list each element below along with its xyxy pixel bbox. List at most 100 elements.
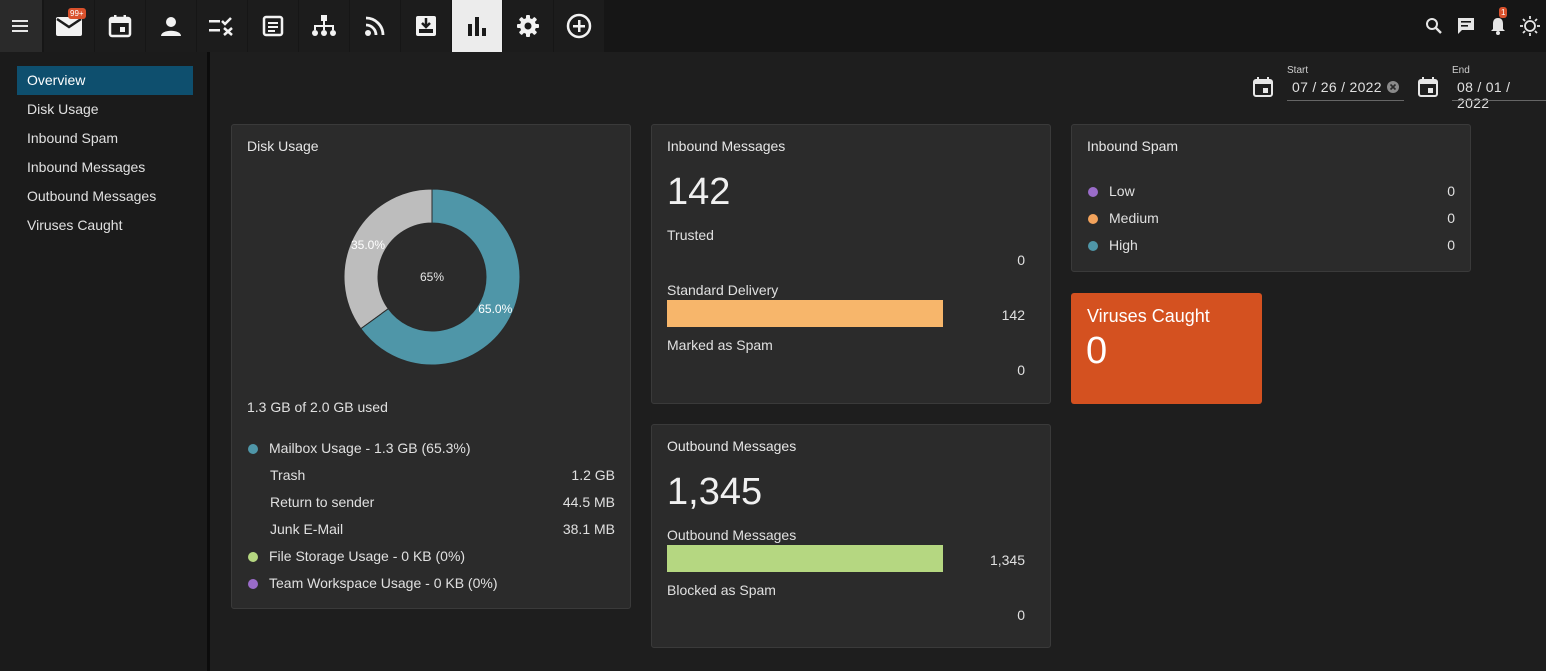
folder-trash-name: Trash: [270, 467, 306, 483]
file-storage-usage-label: File Storage Usage - 0 KB (0%): [269, 548, 466, 564]
add-app-button[interactable]: [554, 0, 604, 52]
menu-button[interactable]: [0, 0, 42, 52]
top-app-bar: 99+: [0, 0, 1546, 52]
add-circle-icon: [566, 13, 592, 39]
spam-low-dot: [1088, 187, 1098, 197]
sidebar-item-inbound-spam[interactable]: Inbound Spam: [27, 130, 119, 146]
blocked-spam-label: Blocked as Spam: [667, 582, 776, 598]
search-icon: [1426, 18, 1442, 34]
mailbox-usage-label: Mailbox Usage - 1.3 GB (65.3%): [269, 440, 471, 456]
task-checklist-icon: [209, 17, 233, 36]
sidebar-item-disk-usage[interactable]: Disk Usage: [27, 101, 99, 117]
reports-app-button[interactable]: [452, 0, 502, 52]
outbound-total: 1,345: [667, 471, 763, 513]
clear-date-icon[interactable]: [1387, 81, 1399, 93]
donut-center-label: 65%: [420, 270, 444, 284]
outbound-messages-value: 1,345: [989, 552, 1025, 568]
rss-app-button[interactable]: [350, 0, 400, 52]
sitemap-icon: [312, 15, 336, 36]
donut-slice-used: [360, 188, 521, 366]
archive-app-button[interactable]: [401, 0, 451, 52]
chat-button[interactable]: [1450, 0, 1482, 52]
gear-icon: [517, 15, 539, 37]
standard-delivery-label: Standard Delivery: [667, 282, 779, 298]
spam-high-dot: [1088, 241, 1098, 251]
team-workspace-legend-dot: [248, 579, 258, 589]
folder-trash-size: 1.2 GB: [571, 467, 615, 483]
trusted-label: Trusted: [667, 227, 714, 243]
spam-low-label: Low: [1109, 183, 1135, 199]
viruses-caught-card[interactable]: Viruses Caught 0: [1071, 293, 1262, 404]
calendar-icon: [108, 15, 132, 38]
calendar-app-button[interactable]: [95, 0, 145, 52]
viruses-caught-title: Viruses Caught: [1087, 306, 1210, 326]
chat-icon: [1458, 18, 1474, 34]
card-title: Inbound Messages: [667, 138, 786, 154]
disk-usage-card: Disk Usage 65.0% 35.0% 65% 1.3 GB of 2.0…: [231, 124, 631, 609]
end-date-input[interactable]: 08 / 01 / 2022: [1457, 79, 1511, 111]
sidebar-item-viruses-caught[interactable]: Viruses Caught: [27, 217, 123, 233]
card-title: Inbound Spam: [1087, 138, 1179, 154]
person-icon: [161, 17, 181, 36]
bell-icon: [1491, 18, 1505, 35]
outbound-messages-bar: [667, 545, 943, 572]
standard-delivery-value: 142: [1001, 307, 1025, 323]
card-title: Disk Usage: [247, 138, 319, 154]
app-switcher: 99+: [44, 0, 605, 52]
end-date-picker: End 08 / 01 / 2022: [1417, 60, 1546, 111]
spam-medium-dot: [1088, 214, 1098, 224]
inbound-spam-card: Inbound Spam Low 0 Medium 0 High 0: [1071, 124, 1471, 272]
standard-delivery-bar: [667, 300, 943, 327]
notes-app-button[interactable]: [248, 0, 298, 52]
mailbox-legend-dot: [248, 444, 258, 454]
bar-chart-icon: [468, 17, 486, 36]
outbound-messages-label: Outbound Messages: [667, 527, 797, 543]
org-chart-app-button[interactable]: [299, 0, 349, 52]
marked-spam-label: Marked as Spam: [667, 337, 773, 353]
contacts-app-button[interactable]: [146, 0, 196, 52]
tasks-app-button[interactable]: [197, 0, 247, 52]
marked-spam-value: 0: [1017, 362, 1025, 378]
search-button[interactable]: [1418, 0, 1450, 52]
folder-return-size: 44.5 MB: [562, 494, 615, 510]
card-title: Outbound Messages: [667, 438, 797, 454]
sidebar-item-inbound-messages[interactable]: Inbound Messages: [27, 159, 146, 175]
start-date-underline: [1287, 100, 1404, 101]
sidebar-item-outbound-messages[interactable]: Outbound Messages: [27, 188, 157, 204]
sun-icon: [1520, 16, 1540, 36]
file-storage-legend-dot: [248, 552, 258, 562]
folder-junk-name: Junk E-Mail: [270, 521, 344, 537]
end-date-label: End: [1452, 65, 1470, 76]
spam-high-value: 0: [1447, 237, 1455, 253]
calendar-icon[interactable]: [1417, 76, 1439, 98]
trusted-value: 0: [1017, 252, 1025, 268]
notifications-button[interactable]: 1: [1482, 0, 1514, 52]
notes-icon: [262, 15, 284, 37]
folder-return-name: Return to sender: [270, 494, 375, 510]
sidebar-item-overview[interactable]: Overview: [17, 66, 193, 95]
spam-low-value: 0: [1447, 183, 1455, 199]
spam-medium-label: Medium: [1109, 210, 1159, 226]
donut-used-label: 65.0%: [478, 302, 512, 316]
blocked-spam-value: 0: [1017, 607, 1025, 623]
spam-medium-value: 0: [1447, 210, 1455, 226]
viruses-caught-count: 0: [1086, 330, 1108, 372]
inbound-messages-card: Inbound Messages 142 Trusted 0 Standard …: [651, 124, 1051, 404]
inbound-total: 142: [667, 171, 731, 213]
hamburger-icon: [12, 20, 28, 32]
folder-junk-size: 38.1 MB: [562, 521, 615, 537]
toolbar-actions: 1: [1418, 0, 1546, 52]
settings-app-button[interactable]: [503, 0, 553, 52]
mail-icon: [56, 17, 82, 36]
start-date-input[interactable]: 07 / 26 / 2022: [1292, 79, 1382, 95]
calendar-icon[interactable]: [1252, 76, 1274, 98]
mail-app-button[interactable]: 99+: [44, 0, 94, 52]
start-date-label: Start: [1287, 65, 1309, 76]
donut-slice-free: [343, 188, 433, 330]
end-date-underline: [1452, 100, 1546, 101]
donut-free-label: 35.0%: [351, 238, 385, 252]
theme-toggle-button[interactable]: [1514, 0, 1546, 52]
team-workspace-usage-label: Team Workspace Usage - 0 KB (0%): [269, 575, 498, 591]
sidebar: Overview Disk Usage Inbound Spam Inbound…: [0, 52, 210, 671]
outbound-messages-card: Outbound Messages 1,345 Outbound Message…: [651, 424, 1051, 648]
